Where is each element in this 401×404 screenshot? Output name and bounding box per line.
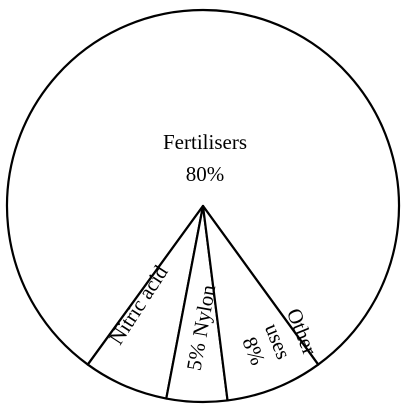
slice-label: 80%: [186, 162, 225, 186]
slice-label-group: Fertilisers 80%: [163, 130, 247, 186]
slice-label: Fertilisers: [163, 130, 247, 154]
pie-slice: [5, 8, 401, 366]
category-label: Fertilisers: [163, 130, 247, 154]
value-label: 5%: [182, 341, 210, 373]
value-label: 80%: [186, 162, 225, 186]
pie-slice: [201, 204, 320, 402]
